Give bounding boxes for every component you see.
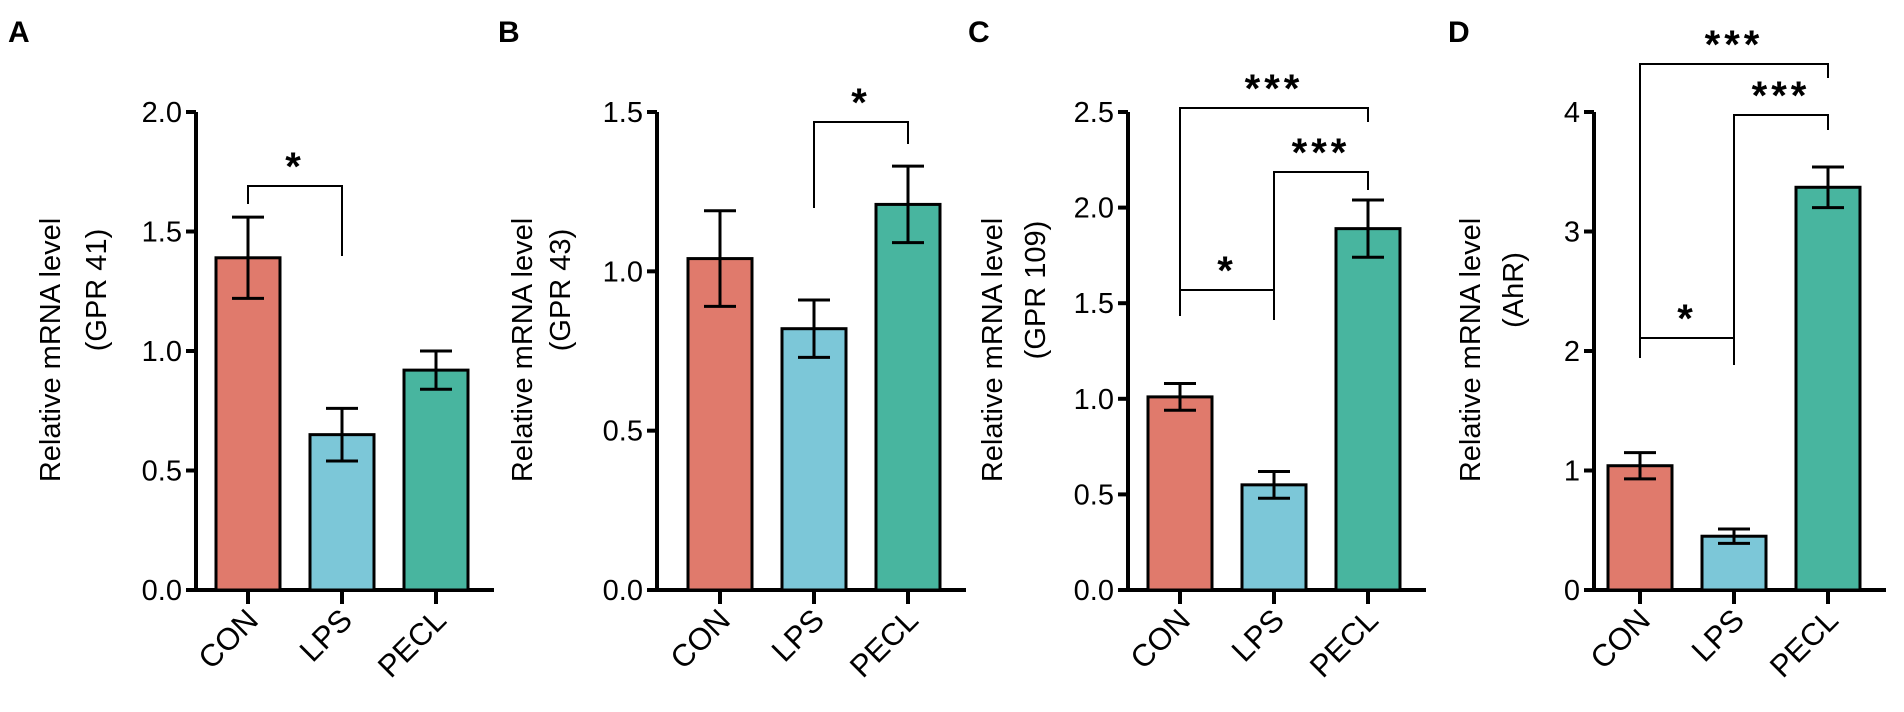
x-tick-label-con: CON (1123, 602, 1196, 675)
bar-con (1146, 395, 1214, 592)
panel-letter-b: B (498, 16, 520, 49)
y-tick-label: 1.5 (1074, 288, 1114, 320)
significance-bracket (1273, 171, 1369, 320)
panel-letter-d: D (1448, 16, 1470, 49)
y-tick-label: 0.5 (603, 416, 643, 448)
x-tick-label-con: CON (663, 602, 736, 675)
panel-b: B 0.0 0.5 1.0 1.5 Relative mRNA level (GPR 43… (498, 16, 966, 684)
y-tick-label: 3 (1564, 217, 1580, 249)
x-tick-label-lps: LPS (1225, 602, 1291, 668)
panel-a: A 0.0 0.5 1.0 1.5 2.0 Relative mRNA level (GPR… (8, 16, 494, 684)
significance-label: *** (1705, 23, 1764, 67)
x-tick-label-lps: LPS (293, 602, 359, 668)
significance-label: * (851, 81, 871, 125)
y-tick-label: 0.0 (1074, 575, 1114, 607)
significance-bracket (1639, 63, 1829, 350)
x-tick-label-lps: LPS (765, 602, 831, 668)
y-axis-label: Relative mRNA level (1455, 218, 1487, 482)
x-tick-label-pecl: PECL (1303, 602, 1385, 684)
y-tick-label: 0.0 (603, 575, 643, 607)
bar-lps (780, 327, 848, 592)
x-tick-label-con: CON (1583, 602, 1656, 675)
significance-bracket (813, 121, 909, 208)
y-tick-label: 1.0 (142, 336, 182, 368)
y-axis-sublabel: (AhR) (1498, 252, 1530, 328)
y-tick-label: 0.5 (142, 456, 182, 488)
bar-con (1606, 464, 1674, 592)
significance-bracket (1179, 289, 1275, 320)
significance-bracket (1639, 337, 1735, 365)
y-axis-sublabel: (GPR 43) (545, 229, 577, 351)
significance-label: * (1677, 297, 1697, 341)
bar-con (214, 256, 282, 592)
y-axis-sublabel: (GPR 41) (81, 229, 113, 351)
significance-label: * (1217, 249, 1237, 293)
y-tick-label: 0 (1564, 575, 1580, 607)
x-tick-label-pecl: PECL (843, 602, 925, 684)
y-axis-label: Relative mRNA level (977, 218, 1009, 482)
bar-pecl (1334, 227, 1402, 592)
y-tick-label: 1.5 (603, 97, 643, 129)
significance-bracket (1179, 107, 1369, 310)
significance-bracket (1733, 114, 1829, 364)
y-tick-label: 1.5 (142, 217, 182, 249)
y-tick-label: 1 (1564, 456, 1580, 488)
significance-label: *** (1245, 67, 1304, 111)
bar-pecl (1794, 185, 1862, 592)
panel-letter-c: C (968, 16, 990, 49)
significance-label: *** (1752, 74, 1811, 118)
bar-con (686, 257, 754, 592)
y-axis-sublabel: (GPR 109) (1020, 221, 1052, 360)
y-tick-label: 2.0 (1074, 193, 1114, 225)
bar-pecl (402, 368, 470, 592)
y-tick-label: 1.0 (1074, 384, 1114, 416)
significance-label: * (285, 145, 305, 189)
y-tick-label: 2 (1564, 336, 1580, 368)
bar-pecl (874, 202, 942, 592)
y-tick-label: 0.5 (1074, 479, 1114, 511)
panel-d: D 0 1 2 3 4 Relative mRNA level (AhR) CON LPS PEC… (1448, 16, 1886, 684)
x-tick-label-con: CON (191, 602, 264, 675)
y-tick-label: 2.5 (1074, 97, 1114, 129)
panel-c: C 0.0 0.5 1.0 1.5 2.0 2.5 Relative mRNA level (… (968, 16, 1426, 684)
bar-lps (1240, 483, 1308, 592)
y-axis-label: Relative mRNA level (507, 218, 539, 482)
x-tick-label-pecl: PECL (1763, 602, 1845, 684)
y-tick-label: 0.0 (142, 575, 182, 607)
x-tick-label-pecl: PECL (371, 602, 453, 684)
y-axis-label: Relative mRNA level (35, 218, 67, 482)
y-tick-label: 1.0 (603, 256, 643, 288)
significance-label: *** (1292, 131, 1351, 175)
y-tick-label: 4 (1564, 97, 1580, 129)
y-tick-label: 2.0 (142, 97, 182, 129)
panel-letter-a: A (8, 16, 30, 49)
significance-bracket (247, 185, 343, 256)
x-tick-label-lps: LPS (1685, 602, 1751, 668)
